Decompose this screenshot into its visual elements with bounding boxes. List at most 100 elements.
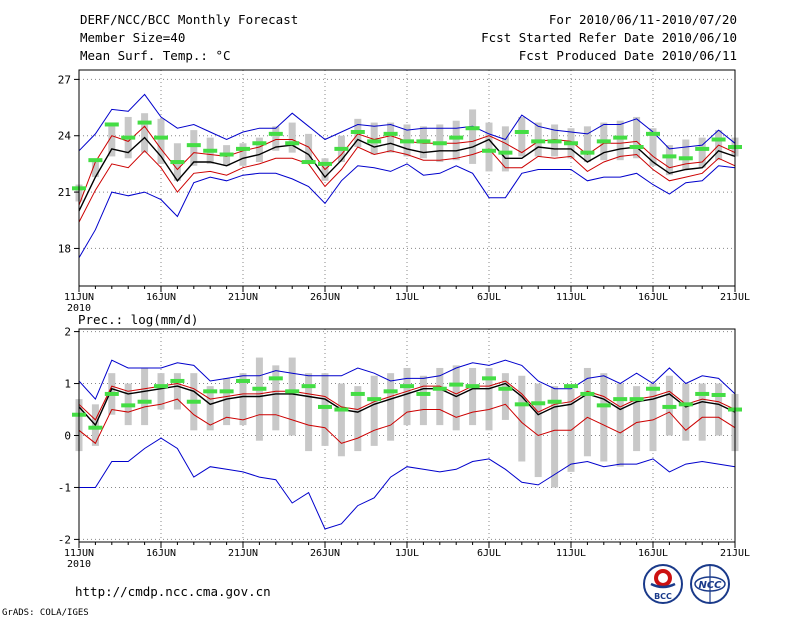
temp-forecast-marker bbox=[104, 122, 119, 127]
temp-forecast-marker bbox=[580, 150, 595, 155]
temp-ytick-label: 27 bbox=[58, 73, 71, 86]
precip-spread-box bbox=[436, 367, 444, 426]
precipitation-chart: -2 -1 0 1 2 11JUN 16JUN 21JUN 26JUN 1JUL 6JUL 11JUL… bbox=[58, 326, 750, 570]
temp-spread-box bbox=[288, 122, 296, 153]
precip-forecast-marker bbox=[301, 384, 316, 389]
precip-forecast-marker bbox=[154, 384, 168, 389]
precip-forecast-marker bbox=[334, 407, 349, 412]
forecast-period-label: For 2010/06/11-2010/07/20 bbox=[548, 12, 737, 27]
precip-spread-box bbox=[288, 357, 296, 436]
precip-forecast-marker bbox=[662, 404, 677, 409]
precip-min-line bbox=[79, 437, 736, 530]
temp-forecast-marker bbox=[678, 156, 693, 161]
temp-forecast-marker bbox=[449, 135, 464, 140]
temp-year-label: 2010 bbox=[67, 303, 91, 314]
ncc-logo: NCC bbox=[690, 564, 730, 604]
precip-spread-box bbox=[534, 383, 542, 478]
chart-title: DERF/NCC/BCC Monthly Forecast bbox=[80, 12, 299, 27]
temp-spread-box bbox=[665, 145, 673, 176]
temp-xtick-label: 26JUN bbox=[310, 292, 340, 303]
precip-spread-box bbox=[354, 386, 362, 452]
precip-forecast-marker bbox=[432, 386, 447, 391]
temp-forecast-marker bbox=[121, 135, 136, 140]
temp-xtick-label: 11JUL bbox=[556, 292, 586, 303]
precip-spread-box bbox=[633, 386, 641, 452]
temp-spread-box bbox=[501, 126, 509, 172]
precip-forecast-marker bbox=[416, 391, 431, 396]
precip-forecast-marker bbox=[121, 403, 136, 408]
temp-xtick-label: 16JUL bbox=[638, 292, 668, 303]
precip-upper-line bbox=[78, 380, 736, 421]
temp-forecast-marker bbox=[596, 139, 611, 144]
temp-xtick-label: 16JUN bbox=[146, 292, 176, 303]
temp-forecast-marker bbox=[400, 139, 414, 144]
temp-spread-box bbox=[698, 137, 706, 168]
precip-forecast-marker bbox=[514, 402, 529, 407]
temp-forecast-marker bbox=[564, 141, 578, 146]
precip-spread-box bbox=[469, 367, 477, 426]
temp-xtick-label: 21JUL bbox=[720, 292, 750, 303]
precip-spread-box bbox=[387, 373, 395, 441]
temp-forecast-marker bbox=[334, 146, 349, 151]
precip-spread-box bbox=[649, 383, 657, 452]
temp-spread-box bbox=[452, 120, 460, 161]
precip-xtick-label: 11JUN bbox=[64, 548, 94, 559]
temp-forecast-marker bbox=[498, 150, 513, 155]
temp-forecast-marker bbox=[350, 129, 365, 134]
member-size-label: Member Size=40 bbox=[80, 30, 186, 45]
precip-spread-box bbox=[141, 367, 149, 426]
temp-forecast-marker bbox=[629, 145, 644, 150]
precip-forecast-marker bbox=[285, 389, 300, 394]
precip-forecast-marker bbox=[219, 389, 234, 394]
temp-spread-box bbox=[469, 109, 477, 164]
temp-forecast-marker bbox=[252, 141, 267, 146]
temp-spread-box bbox=[255, 137, 263, 163]
temp-forecast-marker bbox=[88, 158, 103, 163]
temp-forecast-marker bbox=[203, 148, 218, 153]
temp-ytick-label: 21 bbox=[58, 186, 71, 199]
temp-ytick-label: 24 bbox=[58, 130, 72, 143]
source-url-link[interactable]: http://cmdp.ncc.cma.gov.cn bbox=[75, 584, 271, 599]
temperature-chart: 18 21 24 27 11JUN 16JUN 21JUN 26JUN 1JUL 6JUL 11JU… bbox=[58, 69, 750, 314]
precip-forecast-marker bbox=[203, 389, 218, 394]
temp-forecast-marker bbox=[301, 160, 316, 165]
temp-spread-box bbox=[91, 162, 99, 178]
precip-forecast-marker bbox=[318, 404, 332, 409]
precip-forecast-marker bbox=[400, 384, 414, 389]
temp-forecast-marker bbox=[219, 152, 234, 157]
precip-forecast-marker bbox=[104, 391, 119, 396]
precip-spread-box bbox=[337, 383, 345, 457]
temp-spread-box bbox=[157, 118, 165, 164]
precip-forecast-marker bbox=[613, 397, 628, 402]
precip-ytick-label: 1 bbox=[64, 378, 71, 391]
precip-spread-box bbox=[551, 386, 559, 488]
precip-spread-box bbox=[452, 365, 460, 431]
precip-forecast-marker bbox=[236, 378, 250, 383]
forecast-produced-label: Fcst Produced Date 2010/06/11 bbox=[518, 48, 737, 63]
precip-xtick-label: 21JUN bbox=[228, 548, 258, 559]
temp-lower-line bbox=[78, 146, 736, 223]
precip-spread-box bbox=[715, 383, 723, 436]
precip-forecast-marker bbox=[695, 391, 710, 396]
temp-spread-box bbox=[239, 143, 247, 166]
temp-spread-box bbox=[649, 128, 657, 166]
ncc-logo-text: NCC bbox=[698, 580, 722, 591]
temp-forecast-marker bbox=[432, 141, 447, 146]
precip-max-line bbox=[78, 359, 736, 401]
temp-mean-line bbox=[78, 136, 736, 212]
temp-spread-box bbox=[485, 122, 493, 172]
temp-xtick-label: 11JUN bbox=[64, 292, 94, 303]
precip-forecast-marker bbox=[465, 384, 480, 389]
precip-xtick-label: 6JUL bbox=[477, 548, 501, 559]
temp-forecast-marker bbox=[482, 148, 496, 153]
temp-forecast-marker bbox=[268, 131, 283, 136]
temp-spread-box bbox=[583, 126, 591, 163]
precip-spread-box bbox=[239, 373, 247, 426]
bcc-logo: BCC bbox=[643, 564, 683, 604]
precip-spread-box bbox=[403, 367, 411, 426]
precip-forecast-marker bbox=[596, 403, 611, 408]
precip-forecast-marker bbox=[547, 399, 562, 404]
temp-spread-box bbox=[305, 133, 313, 163]
precip-forecast-marker bbox=[629, 397, 644, 402]
